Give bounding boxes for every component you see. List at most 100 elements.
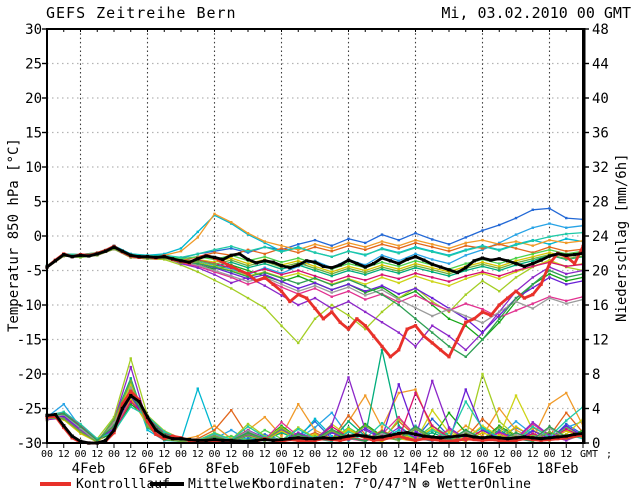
series-kontrolllauf-precip-marker — [480, 438, 485, 443]
series-m05-temp-marker — [246, 248, 250, 251]
series-m19-precip-marker — [297, 433, 300, 436]
series-m09-temp-marker — [397, 296, 400, 300]
series-m19-temp-marker — [364, 285, 367, 288]
series-mittelwert-precip-marker — [137, 400, 141, 404]
series-kontrolllauf-temp-marker — [489, 313, 493, 317]
series-m03-precip-marker — [330, 434, 333, 438]
series-m01-temp-marker — [514, 216, 518, 220]
series-m02-temp-marker — [531, 226, 534, 229]
series-m13-temp-marker — [397, 277, 400, 280]
temp-tick-label: 15 — [25, 126, 42, 142]
series-m17-precip-marker — [481, 427, 484, 430]
series-m16-precip-marker — [380, 432, 384, 435]
series-m14-temp-marker — [196, 266, 199, 269]
date-label: 4Feb — [72, 461, 106, 477]
series-m15-precip-marker — [565, 424, 568, 427]
series-m08-temp-marker — [548, 248, 551, 251]
series-m18-precip-marker — [330, 429, 333, 433]
series-m04-precip-marker — [565, 391, 568, 395]
series-m05-temp-marker — [347, 244, 350, 247]
series-m12-temp-marker — [330, 295, 333, 298]
series-mittelwert-precip-marker — [388, 433, 392, 437]
temp-tick-label: 5 — [34, 195, 42, 211]
series-m12-temp-marker — [414, 294, 417, 297]
series-kontrolllauf-temp-marker — [439, 348, 443, 352]
series-m09-temp-marker — [163, 258, 166, 261]
series-m01-temp-marker — [447, 243, 451, 246]
series-m17-temp-marker — [464, 249, 467, 252]
date-label: 10Feb — [268, 461, 310, 477]
series-m17-precip-marker — [163, 430, 166, 433]
series-m15-temp-marker — [347, 283, 350, 286]
series-m01-temp-marker — [347, 237, 350, 240]
series-m19-precip-marker — [62, 412, 65, 415]
series-mittelwert-precip-marker — [104, 438, 108, 443]
series-kontrolllauf-temp-marker — [355, 317, 359, 321]
series-mittelwert-temp-marker — [480, 256, 485, 260]
series-m08-temp-marker — [297, 256, 300, 260]
series-kontrolllauf-precip-marker — [70, 436, 74, 440]
series-kontrolllauf-temp-marker — [422, 334, 426, 338]
series-m09-temp-marker — [498, 290, 501, 293]
series-m13-precip-marker — [129, 400, 132, 403]
series-m03-temp-marker — [230, 222, 233, 225]
series-m17-precip-marker — [347, 430, 350, 433]
series-m14-temp-marker — [431, 324, 434, 327]
series-kontrolllauf-temp-marker — [246, 272, 250, 276]
series-m10-precip-marker — [514, 394, 518, 397]
series-mittelwert-temp-marker — [196, 257, 200, 261]
series-mittelwert-precip-marker — [338, 436, 342, 440]
precip-axis-title: Niederschlag [mm/6h] — [614, 153, 630, 322]
series-kontrolllauf-precip-marker — [439, 438, 443, 443]
series-m16-temp-marker — [380, 288, 384, 292]
series-m11-precip-marker — [481, 431, 484, 434]
series-m01-temp-marker — [313, 238, 317, 242]
series-m12-temp-marker — [280, 285, 283, 289]
series-m02-precip-marker — [230, 428, 233, 432]
series-m18-precip-marker — [364, 424, 367, 427]
series-m04-precip-marker — [213, 424, 216, 427]
series-mittelwert-temp-marker — [539, 258, 543, 262]
series-mittelwert-temp-marker — [338, 263, 342, 267]
series-kontrolllauf-temp-marker — [321, 317, 325, 321]
series-mittelwert-temp-marker — [204, 254, 208, 258]
series-mittelwert-temp-marker — [78, 253, 83, 257]
series-m01-temp-marker — [397, 238, 400, 242]
series-mittelwert-precip-marker — [405, 431, 409, 435]
series-kontrolllauf-precip-marker — [296, 438, 300, 443]
series-m02-temp-marker — [498, 241, 501, 245]
series-mittelwert-precip-marker — [330, 437, 334, 441]
series-kontrolllauf-precip-marker — [506, 439, 510, 443]
series-m06-temp-marker — [464, 324, 467, 327]
series-kontrolllauf-temp-marker — [279, 289, 284, 293]
series-mittelwert-precip-marker — [221, 438, 225, 443]
series-m04-temp-marker — [313, 243, 317, 246]
series-mittelwert-precip-marker — [62, 424, 66, 428]
series-m19-temp-marker — [481, 338, 484, 341]
series-m03-temp-marker — [196, 230, 199, 234]
series-mittelwert-precip-marker — [380, 435, 384, 439]
series-m19-temp-marker — [330, 283, 333, 287]
series-kontrolllauf-temp-marker — [363, 324, 367, 328]
series-m08-temp-marker — [347, 262, 350, 265]
series-m01-precip-marker — [565, 422, 568, 426]
date-label: 16Feb — [469, 461, 511, 477]
series-m13-temp-marker — [380, 273, 384, 276]
time-tick-label: 12 — [259, 449, 271, 460]
series-m17-temp-marker — [380, 247, 384, 251]
series-mittelwert-precip-marker — [447, 435, 451, 439]
series-m16-temp-marker — [397, 298, 400, 301]
series-mittelwert-temp-marker — [472, 259, 476, 263]
series-kontrolllauf-temp-marker — [338, 320, 342, 324]
series-mittelwert-temp-marker — [313, 260, 317, 264]
time-tick-label: 00 — [443, 449, 455, 460]
series-m07-temp-marker — [347, 269, 350, 272]
series-m17-temp-marker — [330, 255, 333, 258]
series-m05-precip-marker — [397, 420, 400, 423]
series-m02-temp-marker — [380, 254, 384, 257]
series-m06-temp-marker — [380, 285, 384, 289]
series-m18-precip-marker — [464, 432, 467, 435]
series-m16-temp-marker — [196, 263, 199, 267]
series-mittelwert-temp-marker — [506, 259, 510, 263]
series-m02-temp-marker — [431, 258, 434, 261]
